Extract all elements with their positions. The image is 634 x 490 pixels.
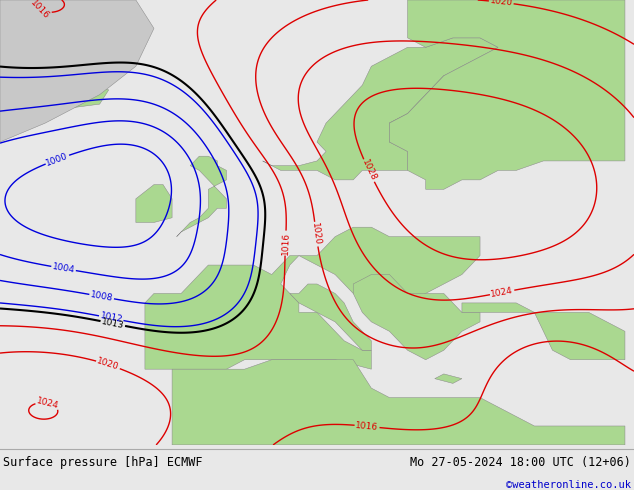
Polygon shape (262, 38, 498, 180)
Polygon shape (177, 156, 226, 237)
Text: 1024: 1024 (36, 396, 60, 411)
Text: 1020: 1020 (489, 0, 513, 8)
Polygon shape (136, 185, 172, 222)
Polygon shape (435, 374, 462, 383)
Text: 1013: 1013 (101, 317, 125, 330)
Polygon shape (353, 274, 480, 360)
Polygon shape (389, 0, 625, 189)
Text: 1020: 1020 (96, 357, 120, 372)
Text: ©weatheronline.co.uk: ©weatheronline.co.uk (506, 480, 631, 490)
Polygon shape (172, 360, 625, 445)
Text: 1028: 1028 (360, 158, 378, 183)
Polygon shape (0, 0, 154, 142)
Polygon shape (389, 76, 498, 142)
Text: 1016: 1016 (29, 0, 51, 21)
Polygon shape (462, 303, 625, 360)
Polygon shape (290, 284, 372, 350)
Text: 1020: 1020 (310, 222, 322, 246)
Text: Mo 27-05-2024 18:00 UTC (12+06): Mo 27-05-2024 18:00 UTC (12+06) (410, 457, 631, 469)
Text: 1000: 1000 (45, 151, 70, 168)
Text: 1016: 1016 (281, 231, 290, 255)
Text: 1008: 1008 (89, 290, 113, 303)
Text: 1016: 1016 (355, 421, 379, 432)
Polygon shape (299, 227, 480, 303)
Text: Surface pressure [hPa] ECMWF: Surface pressure [hPa] ECMWF (3, 457, 203, 469)
Text: 1024: 1024 (490, 286, 514, 299)
Text: 1012: 1012 (99, 312, 123, 325)
Text: 1004: 1004 (51, 262, 75, 275)
Polygon shape (145, 256, 372, 369)
Polygon shape (9, 80, 108, 109)
